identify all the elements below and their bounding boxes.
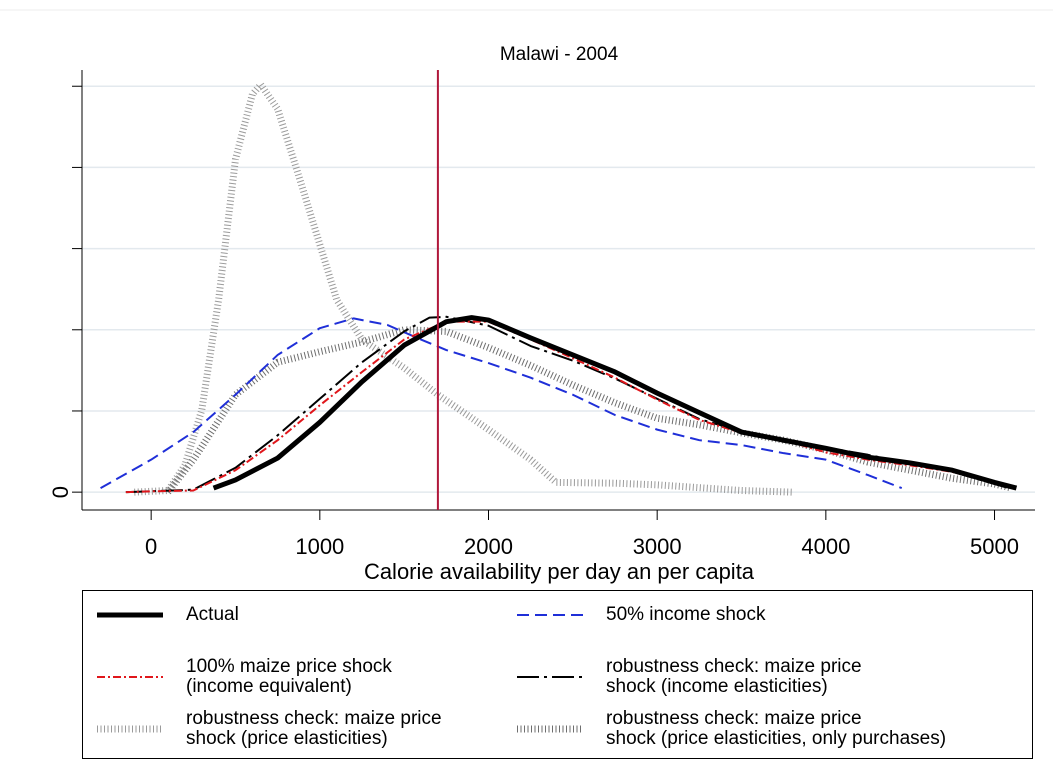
legend-swatch — [97, 725, 163, 733]
legend: Actual 50% income shock 100% maize price s… — [82, 590, 1033, 759]
x-tick-label: 1000 — [295, 534, 344, 559]
y-tick-label: 0 — [48, 486, 73, 498]
x-tick-label: 2000 — [464, 534, 513, 559]
x-tick-label: 5000 — [970, 534, 1019, 559]
chart-title: Malawi - 2004 — [500, 44, 619, 65]
legend-label: 100% maize price shock (income equivalen… — [186, 656, 392, 697]
density-line — [100, 317, 903, 490]
legend-label: robustness check: maize price shock (pri… — [186, 708, 442, 749]
legend-label: robustness check: maize price shock (inc… — [606, 656, 862, 697]
legend-label: Actual — [186, 604, 239, 625]
legend-swatch — [517, 725, 583, 733]
legend-swatch — [97, 676, 163, 678]
legend-label: 50% income shock — [606, 604, 766, 625]
legend-swatch — [97, 612, 163, 618]
legend-swatch — [517, 676, 583, 678]
legend-swatch — [517, 614, 583, 616]
x-tick-label: 0 — [145, 534, 157, 559]
chart: Malawi - 2004 Calorie availability per d… — [0, 9, 1053, 584]
density-line — [212, 315, 1018, 491]
density-line — [165, 326, 1013, 495]
x-axis-label: Calorie availability per day an per capi… — [364, 559, 755, 584]
density-line — [134, 81, 793, 496]
legend-label: robustness check: maize price shock (pri… — [606, 708, 947, 749]
x-tick-label: 4000 — [801, 534, 850, 559]
x-tick-label: 3000 — [633, 534, 682, 559]
